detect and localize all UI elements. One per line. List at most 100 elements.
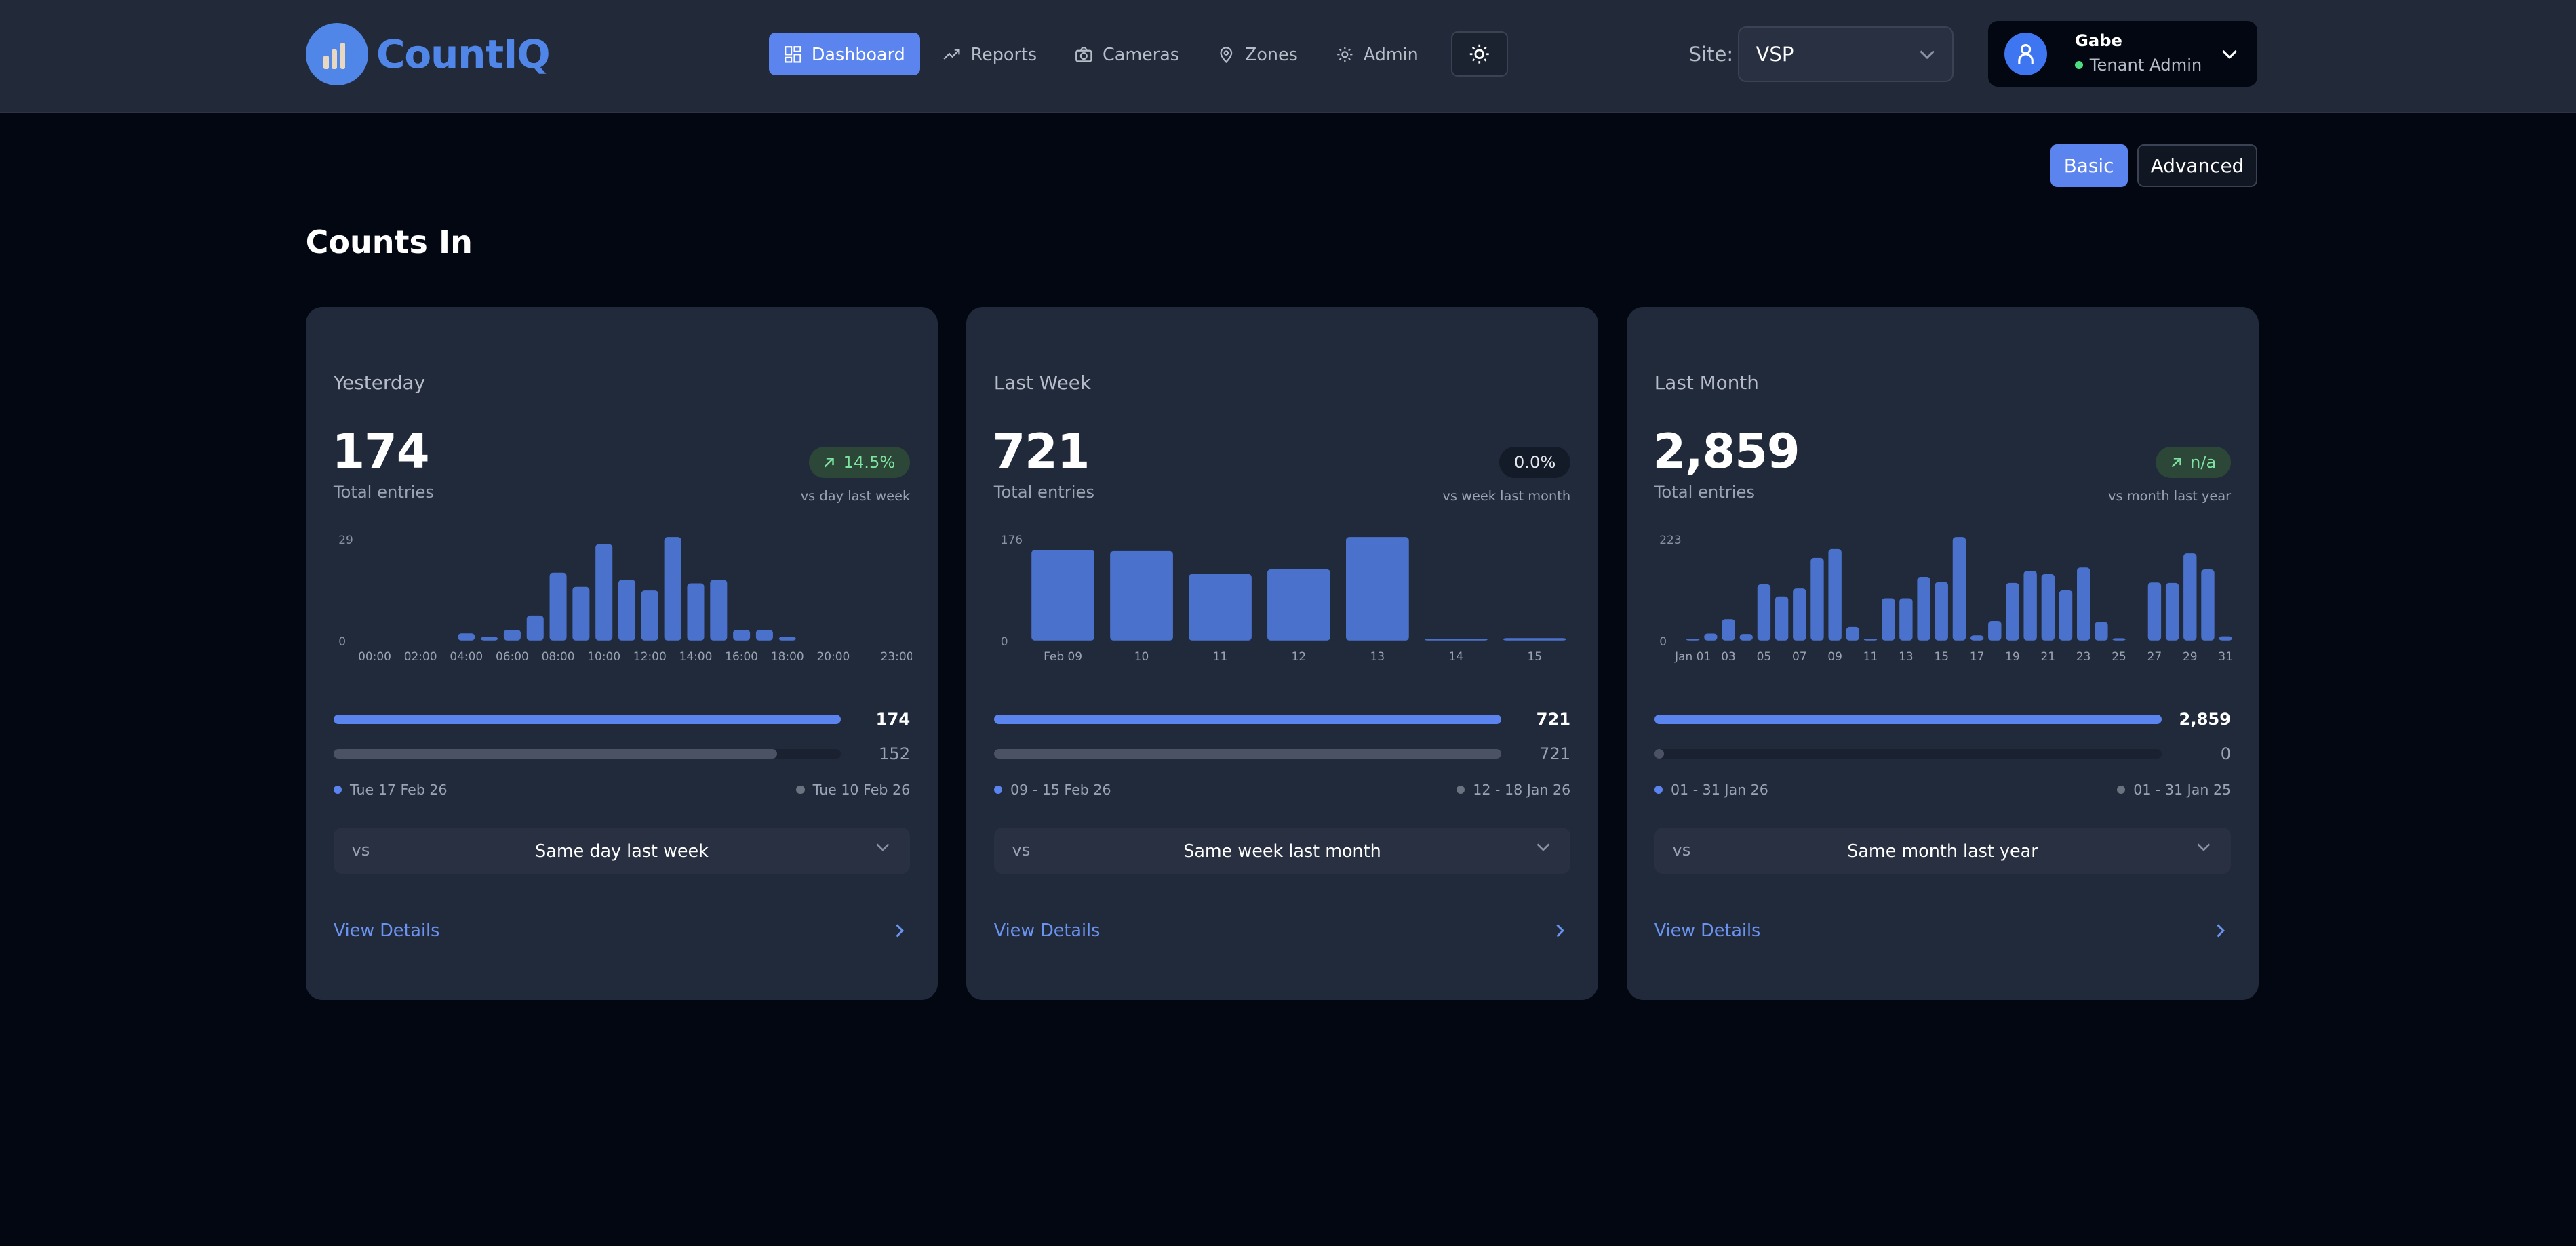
- user-menu[interactable]: Gabe Tenant Admin: [1987, 21, 2257, 87]
- advanced-view-button[interactable]: Advanced: [2137, 144, 2257, 188]
- current-value: 721: [1536, 709, 1571, 729]
- x-tick-label: 25: [2112, 649, 2126, 663]
- previous-progress-fill: [993, 748, 1502, 759]
- current-progress-fill: [333, 714, 841, 725]
- basic-view-button[interactable]: Basic: [2050, 144, 2128, 188]
- chart-bar: [2006, 583, 2019, 641]
- x-tick-label: 13: [1370, 649, 1385, 663]
- chart-bar: [1703, 633, 1718, 641]
- chart-bar: [1846, 627, 1859, 641]
- total-label: Total entries: [1654, 483, 1755, 502]
- chart-bar: [572, 586, 590, 641]
- chevron-down-icon: [876, 843, 890, 851]
- x-tick-label: 23: [2076, 649, 2091, 663]
- nav-label: Zones: [1244, 43, 1298, 64]
- chevron-right-icon[interactable]: [895, 923, 905, 938]
- chart-bar: [1863, 639, 1877, 641]
- brand-logo[interactable]: CountIQ: [305, 22, 551, 85]
- site-select[interactable]: VSP: [1738, 26, 1954, 83]
- previous-progress-bar: [993, 748, 1502, 759]
- previous-value: 721: [1539, 744, 1571, 763]
- nav-item-cameras[interactable]: Cameras: [1060, 33, 1194, 75]
- chart-bar: [1031, 550, 1094, 641]
- x-tick-label: 16:00: [725, 649, 758, 663]
- legend-dot: [1457, 786, 1465, 795]
- chart-bar: [1970, 635, 1984, 641]
- status-dot: [2074, 61, 2084, 70]
- chart-bar: [2094, 622, 2108, 641]
- theme-toggle-button[interactable]: [1451, 31, 1509, 77]
- comparison-select[interactable]: vs Same month last year: [1654, 828, 2232, 874]
- x-tick-label: 15: [1934, 649, 1949, 663]
- current-period: Tue 17 Feb 26: [350, 782, 448, 799]
- chevron-down-icon: [1920, 50, 1935, 59]
- dashboard-grid-icon: [784, 45, 801, 63]
- chart-bar: [549, 572, 567, 641]
- chart-bar: [2076, 567, 2090, 641]
- legend-previous: 12 - 18 Jan 26: [1457, 782, 1570, 798]
- y-tick-label: 0: [1659, 635, 1667, 648]
- x-tick-label: 03: [1721, 649, 1736, 663]
- brand-name: CountIQ: [376, 31, 551, 77]
- user-name: Gabe: [2074, 31, 2122, 51]
- y-tick-label: 0: [1000, 635, 1008, 648]
- change-badge: n/a: [2156, 447, 2232, 479]
- comparison-select[interactable]: vs Same week last month: [993, 828, 1571, 874]
- chart-bar: [1188, 574, 1252, 641]
- x-tick-label: 13: [1899, 649, 1914, 663]
- camera-icon: [1075, 46, 1092, 62]
- trending-up-icon: [943, 49, 960, 60]
- nav-item-admin[interactable]: Admin: [1321, 33, 1433, 75]
- bar-chart: 29 0 00:00 02:00 04:00 06:00 08:00 10:00 12:00 14…: [338, 533, 912, 663]
- view-details-link[interactable]: View Details: [993, 919, 1101, 940]
- x-tick-label: 09: [1827, 649, 1842, 663]
- x-tick-label: 11: [1212, 649, 1227, 663]
- chart-bar: [503, 630, 521, 641]
- nav-item-zones[interactable]: Zones: [1202, 33, 1313, 75]
- arrow-up-right-icon: [824, 457, 835, 467]
- x-tick-label: 27: [2147, 649, 2162, 663]
- previous-period: 01 - 31 Jan 25: [2133, 782, 2232, 799]
- view-details-link[interactable]: View Details: [333, 919, 440, 940]
- chart-bar: [2059, 590, 2072, 641]
- bar-chart: 223 0 Jan 01 03 05 07 09 11 13 15 17 19 21 23 25 27 29 31: [1659, 533, 2233, 663]
- chart-bar: [1109, 551, 1173, 641]
- x-tick-label: Jan 01: [1674, 649, 1711, 663]
- chevron-right-icon[interactable]: [2216, 923, 2226, 938]
- chart-bar: [1935, 582, 1948, 641]
- counts-card-last-month: Last Month 2,859 Total entries n/a vs mo…: [1626, 307, 2259, 1001]
- y-tick-label: 0: [338, 635, 346, 648]
- total-count: 2,859: [1652, 424, 1800, 480]
- y-tick-label: 223: [1659, 533, 1681, 546]
- map-pin-icon: [1220, 46, 1232, 63]
- change-value: n/a: [2189, 453, 2217, 473]
- chart-bar: [2041, 574, 2055, 641]
- comparison-select[interactable]: vs Same day last week: [333, 828, 911, 874]
- compare-option: Same week last month: [1183, 841, 1381, 862]
- current-value: 2,859: [2179, 709, 2232, 729]
- chevron-down-icon: [1537, 843, 1550, 851]
- previous-period: Tue 10 Feb 26: [812, 782, 911, 799]
- x-tick-label: 04:00: [450, 649, 483, 663]
- x-tick-label: 07: [1792, 649, 1807, 663]
- chevron-down-icon: [2221, 49, 2237, 59]
- x-tick-label: 14:00: [679, 649, 712, 663]
- chevron-right-icon[interactable]: [1555, 923, 1566, 938]
- chart-bar: [2183, 553, 2197, 641]
- x-tick-label: 19: [2005, 649, 2020, 663]
- arrow-up-right-icon: [2171, 457, 2181, 467]
- legend-current: 09 - 15 Feb 26: [993, 782, 1111, 798]
- gear-icon: [1336, 46, 1353, 62]
- nav-item-reports[interactable]: Reports: [928, 33, 1052, 75]
- nav-label: Reports: [970, 43, 1037, 64]
- legend-dot: [2117, 786, 2126, 795]
- previous-value: 152: [878, 744, 911, 763]
- previous-progress-bar: [333, 748, 841, 759]
- legend-dot: [993, 786, 1002, 795]
- view-details-link[interactable]: View Details: [1654, 919, 1761, 940]
- chart-bar: [1952, 537, 1966, 641]
- nav-item-dashboard[interactable]: Dashboard: [768, 33, 920, 76]
- change-note: vs month last year: [2108, 487, 2232, 504]
- chart-bar: [641, 590, 658, 641]
